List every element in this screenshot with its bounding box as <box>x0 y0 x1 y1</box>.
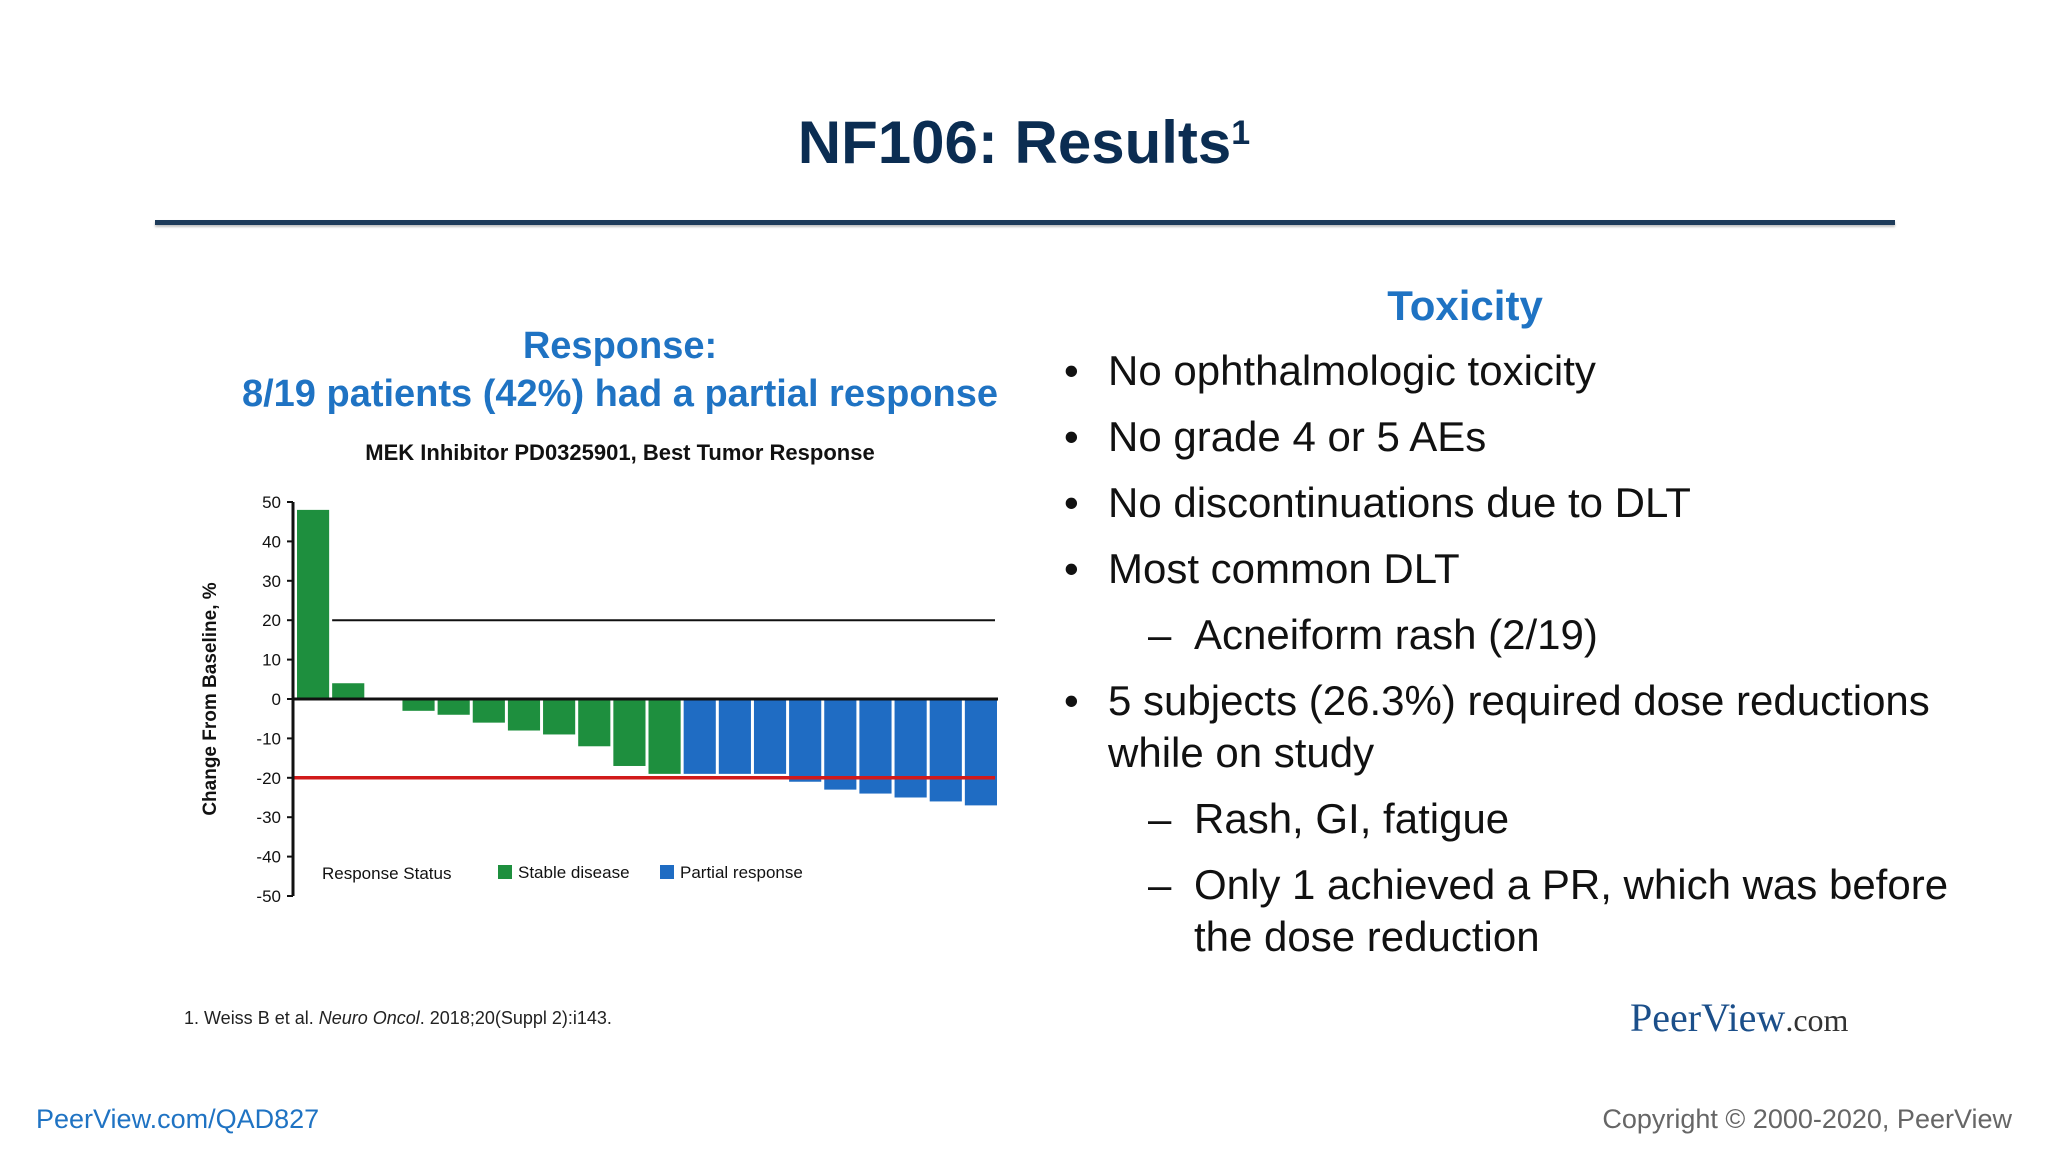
bullet-text: No ophthalmologic toxicity <box>1108 347 1596 394</box>
sub-bullet-item: – Only 1 achieved a PR, which was before … <box>1060 859 1960 963</box>
bullet-marker: • <box>1064 347 1079 394</box>
bar-13 <box>718 699 751 774</box>
bar-14 <box>753 699 787 774</box>
bar-15 <box>789 699 822 782</box>
bullet-text: Only 1 achieved a PR, which was before t… <box>1194 861 1949 960</box>
dash-marker: – <box>1148 861 1172 908</box>
response-heading: Response: 8/19 patients (42%) had a part… <box>180 322 1060 418</box>
bar-9 <box>578 699 611 747</box>
bullet-item: • No discontinuations due to DLT <box>1060 477 1960 529</box>
bar-20 <box>964 699 997 806</box>
y-tick-label: -20 <box>256 769 281 788</box>
bullet-marker: • <box>1064 413 1079 460</box>
bullet-text: No grade 4 or 5 AEs <box>1108 413 1487 460</box>
slide-title: NF106: Results1 <box>0 108 2048 177</box>
y-tick-label: -30 <box>256 808 281 827</box>
bullet-text: Rash, GI, fatigue <box>1194 795 1510 842</box>
reference-journal: Neuro Oncol <box>318 1008 420 1028</box>
y-tick-label: -10 <box>256 729 281 748</box>
y-tick-label: -40 <box>256 848 281 867</box>
legend-label-2: Partial response <box>680 863 803 882</box>
y-tick-label: 0 <box>272 690 281 709</box>
chart-title: MEK Inhibitor PD0325901, Best Tumor Resp… <box>365 440 874 465</box>
bar-16 <box>824 699 857 790</box>
bar-18 <box>894 699 927 798</box>
bullet-item: • No grade 4 or 5 AEs <box>1060 411 1960 463</box>
slide-title-text: NF106: Results <box>797 109 1232 176</box>
y-tick-label: 10 <box>262 651 281 670</box>
bar-10 <box>613 699 646 766</box>
response-heading-line1: Response: <box>522 325 718 367</box>
reference-prefix: 1. Weiss B et al. <box>184 1008 319 1028</box>
bullet-text: Most common DLT <box>1108 545 1460 592</box>
waterfall-chart: MEK Inhibitor PD0325901, Best Tumor Resp… <box>200 440 998 906</box>
y-tick-label: -50 <box>256 887 281 906</box>
response-heading-line2: 8/19 patients (42%) had a partial respon… <box>241 373 999 415</box>
bar-12 <box>683 699 716 774</box>
dash-marker: – <box>1148 795 1172 842</box>
footer-copyright: Copyright © 2000-2020, PeerView <box>1602 1104 2012 1134</box>
bullet-item: • No ophthalmologic toxicity <box>1060 345 1960 397</box>
bullet-text: 5 subjects (26.3%) required dose reducti… <box>1108 677 1930 776</box>
y-tick-label: 20 <box>262 611 281 630</box>
bar-6 <box>472 699 505 723</box>
bullet-marker: • <box>1064 677 1079 724</box>
legend-label-1: Stable disease <box>518 863 630 882</box>
brand-name: PeerView <box>1630 995 1786 1040</box>
bar-5 <box>437 699 470 715</box>
y-tick-label: 50 <box>262 493 281 512</box>
toxicity-bullet-list: • No ophthalmologic toxicity • No grade 4 o… <box>1060 345 1960 977</box>
dash-marker: – <box>1148 611 1172 658</box>
sub-bullet-item: – Acneiform rash (2/19) <box>1060 609 1960 661</box>
y-axis-label: Change From Baseline, % <box>200 582 221 815</box>
bar-4 <box>402 699 435 711</box>
bullet-item: • 5 subjects (26.3%) required dose reduct… <box>1060 675 1960 779</box>
reference-suffix: . 2018;20(Suppl 2):i143. <box>419 1008 612 1028</box>
footer-link[interactable]: PeerView.com/QAD827 <box>36 1104 320 1134</box>
bullet-item: • Most common DLT <box>1060 543 1960 595</box>
title-footnote-marker: 1 <box>1231 114 1251 152</box>
bullet-text: Acneiform rash (2/19) <box>1194 611 1598 658</box>
bullet-marker: • <box>1064 479 1079 526</box>
brand-suffix: .com <box>1785 1002 1849 1038</box>
legend-swatch-1 <box>498 865 512 879</box>
bar-19 <box>929 699 962 802</box>
legend-swatch-2 <box>660 865 674 879</box>
sub-bullet-item: – Rash, GI, fatigue <box>1060 793 1960 845</box>
bar-2 <box>332 683 365 699</box>
reference-citation: 1. Weiss B et al. Neuro Oncol. 2018;20(S… <box>184 1008 612 1029</box>
bullet-text: No discontinuations due to DLT <box>1108 479 1691 526</box>
y-tick-label: 30 <box>262 572 281 591</box>
bar-1 <box>297 509 330 699</box>
bullet-marker: • <box>1064 545 1079 592</box>
legend-title: Response Status <box>322 864 451 883</box>
title-divider <box>155 220 1895 225</box>
peerview-logo: PeerView.com <box>1630 994 1848 1041</box>
bar-7 <box>507 699 541 731</box>
toxicity-heading: Toxicity <box>1387 282 1543 329</box>
bar-11 <box>648 699 681 774</box>
bar-8 <box>543 699 576 735</box>
y-tick-label: 40 <box>262 532 281 551</box>
